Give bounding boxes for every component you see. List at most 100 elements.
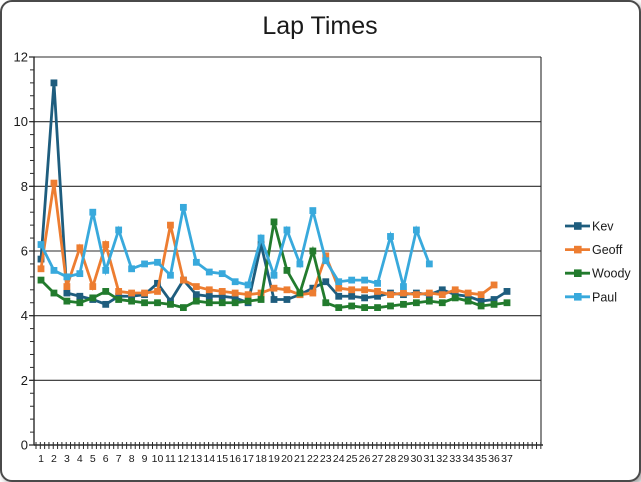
data-point-marker [76,292,84,300]
legend-item-kev[interactable]: Kev [565,220,614,234]
data-point-marker [76,244,84,252]
x-axis-tick-label: 17 [242,453,254,465]
x-axis-tick-label: 14 [203,453,215,465]
x-axis-tick-label: 27 [372,453,384,465]
x-axis-tick-label: 7 [116,453,122,465]
data-point-marker [218,288,226,295]
series-woody[interactable] [37,218,511,311]
x-axis-tick-label: 2 [51,453,57,465]
x-axis-tick-label: 3 [64,453,70,465]
legend-label: Paul [592,290,617,304]
y-axis-tick-label: 12 [14,50,28,65]
data-point-marker [451,286,459,294]
data-point-marker [102,267,110,274]
data-point-marker [425,260,433,268]
data-point-marker [141,299,148,307]
data-point-marker [335,292,343,300]
legend-item-geoff[interactable]: Geoff [565,243,623,257]
data-point-marker [270,284,278,292]
data-point-marker [231,299,239,307]
data-point-marker [464,297,472,305]
x-axis-tick-label: 25 [346,453,358,465]
data-point-marker [283,286,291,294]
data-point-marker [89,294,97,302]
data-point-marker [387,291,394,299]
x-axis-tick-label: 35 [475,453,487,465]
legend-marker [574,269,582,277]
data-point-marker [257,241,265,248]
data-point-marker [63,289,71,297]
data-point-marker [257,234,265,242]
data-point-marker [218,270,226,278]
data-point-marker [50,267,58,274]
data-point-marker [154,279,161,287]
series-geoff[interactable] [37,179,498,299]
legend-item-woody[interactable]: Woody [565,267,631,281]
data-point-marker [192,297,200,305]
data-point-marker [490,300,498,308]
x-axis-tick-label: 22 [307,453,319,465]
data-point-marker [348,302,356,310]
data-point-marker [141,260,148,268]
data-point-marker [270,218,278,226]
data-point-marker [400,283,407,290]
data-point-marker [179,304,187,311]
data-point-marker [503,299,511,307]
data-point-marker [89,283,97,290]
data-point-marker [412,291,420,299]
data-point-marker [154,288,161,295]
data-point-marker [270,296,278,303]
data-point-marker [167,221,174,229]
data-point-marker [348,292,356,300]
data-point-marker [451,294,459,302]
data-point-marker [283,226,291,234]
legend-marker [574,293,582,301]
data-point-marker [374,304,381,311]
legend-label: Woody [592,267,631,281]
data-point-marker [231,278,239,286]
data-point-marker [438,286,446,294]
x-axis-tick-label: 16 [229,453,241,465]
series-line-paul[interactable] [39,207,431,287]
data-point-marker [102,288,110,295]
x-axis-tick-label: 23 [320,453,332,465]
x-axis-tick-label: 6 [103,453,109,465]
data-point-marker [76,270,84,278]
x-axis-tick-label: 28 [385,453,397,465]
y-axis-tick-label: 4 [21,308,28,323]
data-point-marker [205,292,213,300]
data-point-marker [50,79,58,87]
data-point-marker [115,296,123,303]
y-axis-tick-label: 0 [21,438,28,453]
data-point-marker [63,273,71,281]
data-point-marker [296,289,304,297]
data-point-marker [361,294,369,302]
x-axis-tick-label: 20 [281,453,293,465]
data-point-marker [438,299,446,307]
x-axis-tick-label: 33 [449,453,461,465]
data-point-marker [192,283,200,290]
x-axis-tick-label: 32 [436,453,448,465]
y-axis-tick-label: 2 [21,373,28,388]
x-axis-tick-label: 9 [142,453,148,465]
data-point-marker [374,279,381,287]
data-point-marker [412,299,420,307]
data-point-marker [154,299,161,307]
data-point-marker [335,304,343,311]
legend-item-paul[interactable]: Paul [565,290,617,304]
data-point-marker [335,284,343,292]
data-point-marker [179,276,187,284]
data-point-marker [167,271,174,279]
data-point-marker [244,297,252,305]
data-point-marker [231,289,239,297]
x-axis-tick-label: 24 [333,453,345,465]
data-point-marker [192,258,200,266]
data-point-marker [322,299,330,307]
series-paul[interactable] [37,203,433,290]
data-point-marker [400,289,407,297]
data-point-marker [477,297,485,305]
data-point-marker [50,289,58,297]
data-point-marker [361,286,369,294]
